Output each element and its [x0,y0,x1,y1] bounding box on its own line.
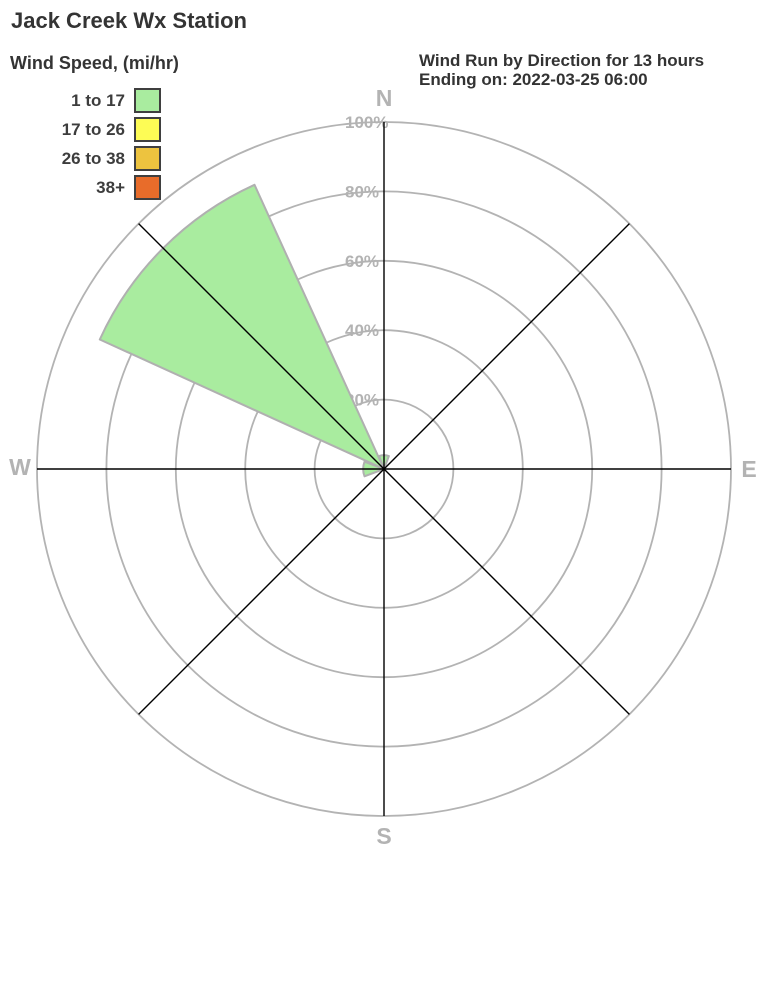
legend-item-label: 26 to 38 [61,148,125,168]
radial-tick-label: 40% [345,321,379,340]
spoke-se-nw [138,223,630,715]
compass-label-w: W [9,454,31,480]
legend-color-swatch [134,88,161,113]
legend-item: 26 to 38 [40,144,161,173]
legend-item: 17 to 26 [40,115,161,144]
legend-title: Wind Speed, (mi/hr) [10,53,179,73]
legend-item-label: 38+ [96,177,125,197]
chart-title: Wind Run by Direction for 13 hours Endin… [419,51,704,89]
legend-item: 38+ [40,173,161,202]
legend-color-swatch [134,117,161,142]
compass-label-n: N [376,85,393,111]
legend-item: 1 to 17 [40,86,161,115]
legend-item-label: 17 to 26 [61,119,125,139]
compass-label-s: S [376,823,391,849]
page-title: Jack Creek Wx Station [11,8,247,33]
compass-label-e: E [741,456,756,482]
wind-speed-legend: 1 to 17 17 to 26 26 to 38 38+ [40,86,161,202]
legend-color-swatch [134,146,161,171]
legend-item-label: 1 to 17 [71,90,125,110]
legend-color-swatch [134,175,161,200]
chart-title-line1: Wind Run by Direction for 13 hours [419,51,705,70]
chart-title-line2: Ending on: 2022-03-25 06:00 [419,70,648,89]
